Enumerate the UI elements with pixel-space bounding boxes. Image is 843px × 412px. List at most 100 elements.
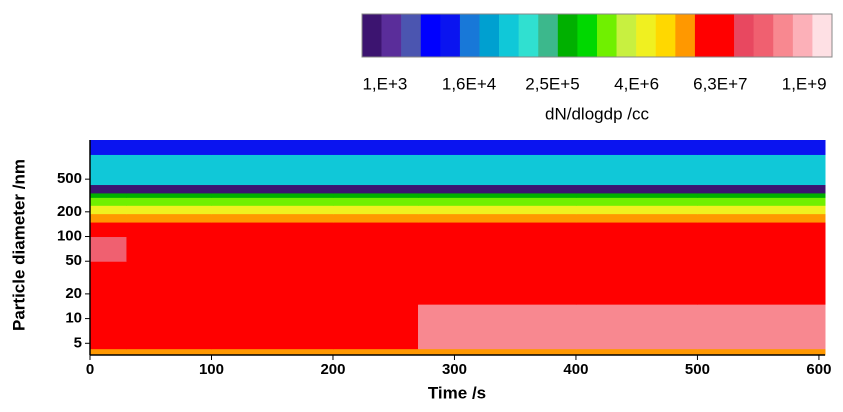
heatmap-cell	[697, 205, 826, 215]
heatmap-cell	[211, 184, 334, 194]
y-tick-label: 10	[65, 310, 82, 327]
heatmap-cell	[332, 261, 419, 305]
heatmap-cell	[697, 222, 826, 238]
x-tick-label: 100	[199, 361, 224, 378]
colorbar-swatch	[499, 14, 519, 57]
colorbar-swatch	[773, 14, 794, 57]
heatmap-cell	[211, 304, 334, 350]
heatmap-cell	[697, 184, 826, 194]
heatmap-cell	[90, 222, 127, 238]
heatmap-cell	[697, 154, 826, 186]
heatmap-cell	[418, 205, 577, 215]
heatmap-cell	[211, 205, 334, 215]
y-axis-label: Particle diameter /nm	[9, 159, 28, 331]
heatmap-cell	[90, 213, 127, 223]
heatmap-cell	[90, 261, 127, 305]
heatmap-cell	[332, 205, 419, 215]
y-tick-label: 500	[57, 170, 82, 187]
colorbar-tick-label: 2,5E+5	[525, 74, 579, 93]
heatmap-cell	[418, 304, 577, 350]
heatmap-cell	[332, 222, 419, 238]
heatmap-cell	[211, 261, 334, 305]
heatmap-cell	[126, 348, 212, 356]
heatmap-cell	[126, 192, 212, 198]
heatmap-cell	[126, 184, 212, 194]
colorbar-tick-label: 1,6E+4	[442, 74, 496, 93]
colorbar-swatch	[636, 14, 657, 57]
colorbar-swatch	[538, 14, 559, 57]
heatmap-cell	[575, 348, 698, 356]
colorbar-swatch	[401, 14, 422, 57]
heatmap-cell	[575, 213, 698, 223]
heatmap-cell	[126, 261, 212, 305]
heatmap-cell	[418, 213, 577, 223]
heatmap-cell	[575, 197, 698, 206]
colorbar-swatch	[518, 14, 539, 57]
heatmap-cell	[697, 348, 826, 356]
heatmap-cell	[418, 192, 577, 198]
heatmap-cell	[126, 205, 212, 215]
heatmap-cell	[211, 348, 334, 356]
x-axis-label: Time /s	[428, 383, 486, 402]
y-tick-label: 50	[65, 252, 82, 269]
heatmap-cell	[211, 197, 334, 206]
heatmap-cell	[575, 154, 698, 186]
heatmap-cell	[418, 197, 577, 206]
heatmap-cell	[90, 154, 127, 186]
heatmap-cell	[697, 213, 826, 223]
heatmap-cell	[126, 140, 212, 155]
heatmap-cell	[211, 213, 334, 223]
colorbar-swatch	[734, 14, 754, 57]
heatmap-cell	[332, 192, 419, 198]
colorbar-swatch	[694, 14, 715, 57]
heatmap-cell	[90, 304, 127, 350]
colorbar-swatch	[577, 14, 598, 57]
heatmap-cell	[126, 213, 212, 223]
x-tick-label: 300	[442, 361, 467, 378]
heatmap-cell	[90, 205, 127, 215]
heatmap-cell	[575, 184, 698, 194]
heatmap-cell	[211, 154, 334, 186]
heatmap-cell	[126, 236, 212, 262]
colorbar-swatch	[753, 14, 774, 57]
x-tick-label: 600	[806, 361, 831, 378]
heatmap-cell	[418, 261, 577, 305]
heatmap-cell	[697, 197, 826, 206]
colorbar-swatch	[675, 14, 696, 57]
colorbar-swatch	[459, 14, 480, 57]
heatmap-cell	[418, 140, 577, 155]
heatmap-cell	[575, 140, 698, 155]
heatmap-cell	[126, 197, 212, 206]
colorbar-swatch	[792, 14, 813, 57]
heatmap-cell	[332, 236, 419, 262]
x-tick-label: 0	[86, 361, 94, 378]
heatmap-cell	[211, 140, 334, 155]
colorbar-tick-label: 4,E+6	[614, 74, 659, 93]
heatmap-cell	[211, 222, 334, 238]
colorbar-tick-label: 6,3E+7	[693, 74, 747, 93]
y-tick-label: 100	[57, 227, 82, 244]
heatmap-cell	[418, 236, 577, 262]
heatmap-cell	[418, 222, 577, 238]
heatmap-cell	[697, 140, 826, 155]
heatmap-cell	[332, 184, 419, 194]
colorbar-label: dN/dlogdp /cc	[545, 104, 649, 123]
heatmap-cell	[697, 304, 826, 350]
colorbar-swatch	[597, 14, 617, 57]
heatmap-cell	[575, 222, 698, 238]
heatmap-cell	[90, 192, 127, 198]
heatmap-cell	[90, 184, 127, 194]
colorbar-swatch	[420, 14, 441, 57]
heatmap-cell	[211, 192, 334, 198]
colorbar-swatch	[714, 14, 735, 57]
heatmap-cell	[332, 197, 419, 206]
heatmap-cell	[126, 222, 212, 238]
heatmap-cell	[332, 213, 419, 223]
x-tick-label: 200	[320, 361, 345, 378]
heatmap-cell	[418, 154, 577, 186]
heatmap-cell	[332, 348, 419, 356]
heatmap-cell	[418, 184, 577, 194]
colorbar-swatch	[616, 14, 637, 57]
heatmap-cell	[90, 140, 127, 155]
